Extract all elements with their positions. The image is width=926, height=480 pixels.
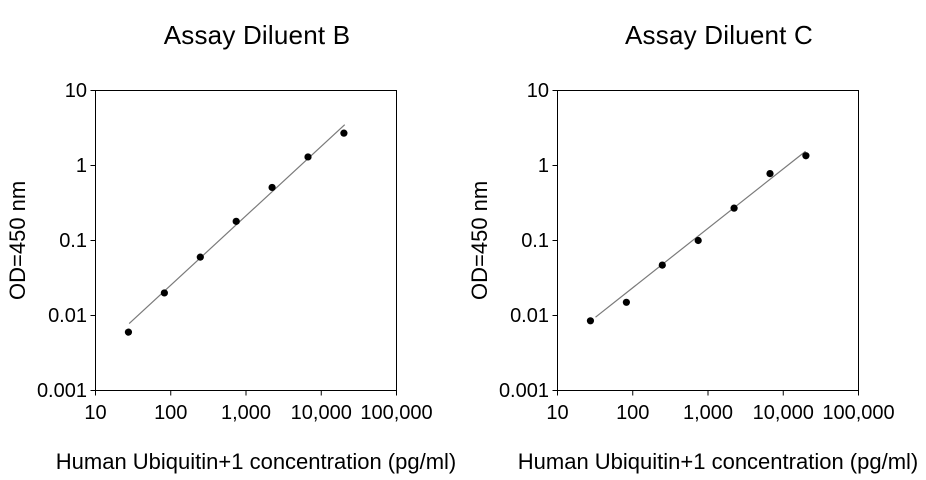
- chart-assay-diluent-c: Assay Diluent C OD=450 nm 10 1 0.1 0.01 0.00…: [462, 0, 926, 480]
- data-point: [730, 204, 738, 212]
- data-point: [124, 328, 133, 336]
- data-point: [766, 169, 774, 178]
- trendline: [595, 150, 806, 318]
- x-tick-label: 100: [616, 402, 650, 424]
- x-tick-label: 10,000: [290, 402, 352, 424]
- data-point: [160, 289, 168, 297]
- y-tick-label: 10: [526, 79, 549, 102]
- x-tick-label: 1,000: [682, 402, 734, 424]
- x-tick-label: 10: [546, 402, 569, 424]
- y-tick-label: 0.001: [498, 379, 549, 402]
- x-tick-label: 10,000: [752, 402, 814, 424]
- data-point: [196, 253, 204, 261]
- x-tick-label: 1,000: [220, 402, 272, 424]
- x-axis-title: Human Ubiquitin+1 concentration (pg/ml): [517, 449, 919, 474]
- chart-assay-diluent-b: Assay Diluent B OD=450 nm 10 1 0.1 0.01 0.00…: [0, 0, 457, 480]
- y-tick-label: 0.01: [48, 304, 87, 327]
- data-point: [232, 217, 240, 225]
- data-point: [622, 298, 630, 306]
- data-point: [268, 183, 276, 192]
- x-axis-title: Human Ubiquitin+1 concentration (pg/ml): [55, 449, 457, 474]
- x-tick-label: 100,000: [822, 402, 895, 424]
- plot-area: [552, 90, 859, 396]
- plot-area: [90, 90, 397, 396]
- data-point: [586, 317, 595, 325]
- x-axis-tick-labels: 10 100 1,000 10,000 100,000: [84, 402, 433, 424]
- y-axis-tick-labels: 10 1 0.1 0.01 0.001: [462, 0, 549, 480]
- y-axis-tick-labels: 10 1 0.1 0.01 0.001: [0, 0, 87, 480]
- x-tick-label: 100,000: [360, 402, 433, 424]
- x-tick-label: 10: [84, 402, 107, 424]
- y-tick-label: 0.1: [521, 229, 549, 252]
- y-tick-label: 10: [64, 79, 87, 102]
- data-point: [802, 152, 810, 160]
- y-tick-label: 1: [537, 154, 549, 177]
- y-tick-label: 0.1: [59, 229, 87, 252]
- x-axis-tick-labels: 10 100 1,000 10,000 100,000: [462, 0, 926, 480]
- y-tick-label: 1: [75, 154, 87, 177]
- y-tick-label: 0.001: [36, 379, 87, 402]
- chart-title: Assay Diluent C: [625, 20, 813, 50]
- data-point: [694, 236, 702, 245]
- x-tick-label: 100: [154, 402, 188, 424]
- chart-title: Assay Diluent B: [163, 20, 351, 50]
- data-point: [304, 153, 312, 161]
- y-tick-label: 0.01: [510, 304, 549, 327]
- data-point: [340, 129, 348, 137]
- data-point: [658, 261, 666, 269]
